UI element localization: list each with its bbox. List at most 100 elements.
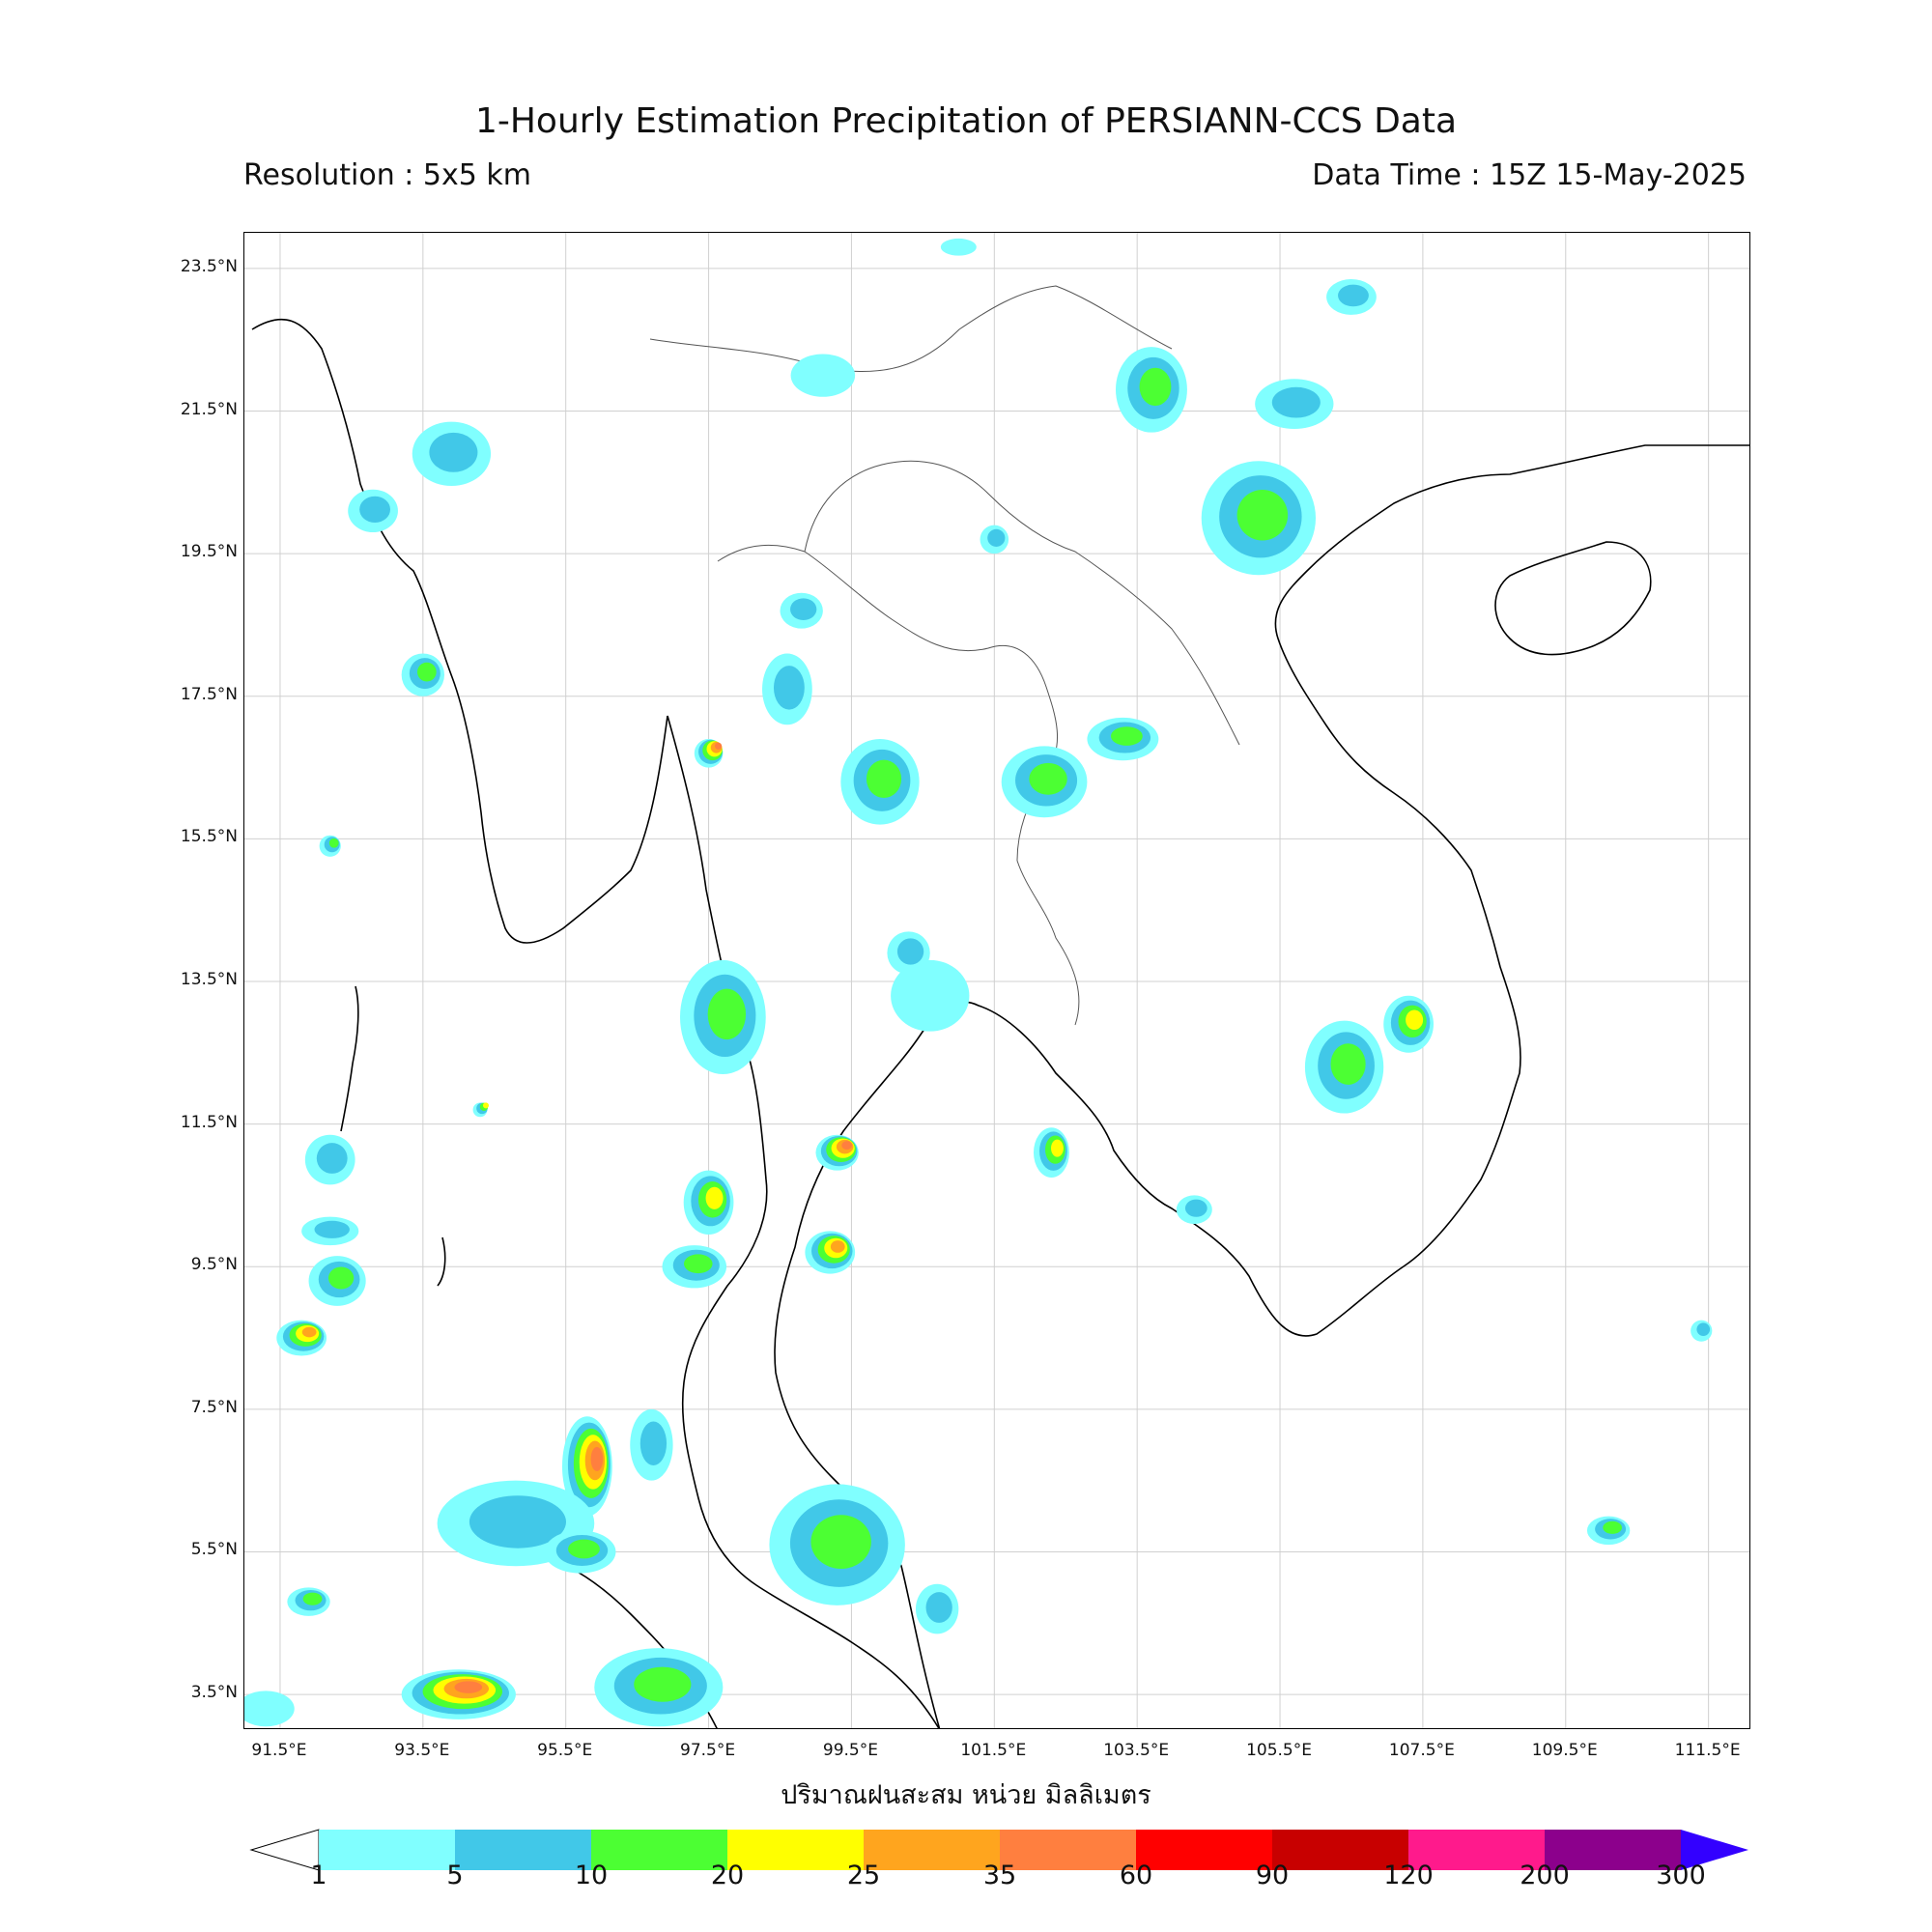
x-axis-label: ปริมาณฝนสะสม หน่วย มิลลิเมตร: [781, 1780, 1151, 1810]
lon-tick-label: 105.5°E: [1246, 1741, 1312, 1760]
rain-cell: [1330, 1043, 1366, 1085]
lat-tick-label: 9.5°N: [190, 1255, 238, 1275]
rain-cell: [314, 1220, 350, 1238]
graticule: [244, 233, 1749, 1728]
colorbar-tick-label: 20: [710, 1861, 745, 1890]
coastline-gulf-of-thailand: [774, 444, 1749, 1728]
rain-cell: [896, 938, 924, 965]
colorbar-segment: [1000, 1830, 1136, 1870]
rain-cell: [790, 598, 817, 621]
rain-cell: [639, 1421, 668, 1465]
rain-cell: [301, 1326, 317, 1338]
rain-cell: [328, 838, 339, 848]
lat-tick-label: 5.5°N: [190, 1540, 238, 1560]
coastline-myanmar-bay: [251, 318, 668, 944]
colorbar-tick-label: 300: [1656, 1861, 1706, 1890]
colorbar-segment: [1545, 1830, 1681, 1870]
rain-cell: [1603, 1520, 1622, 1534]
rain-cell: [1338, 284, 1369, 307]
lat-tick-label: 13.5°N: [180, 970, 238, 989]
lat-tick-label: 7.5°N: [190, 1397, 238, 1417]
rain-cell: [327, 1266, 355, 1290]
rain-cell: [1696, 1322, 1711, 1336]
colorbar-tick-label: 10: [574, 1861, 609, 1890]
colorbar-segment: [1408, 1830, 1545, 1870]
colorbar-tick-label: 120: [1383, 1861, 1434, 1890]
rain-cell: [244, 1690, 295, 1727]
rain-field: [244, 238, 1713, 1727]
colorbar-tick-label: 35: [982, 1861, 1017, 1890]
border-thailand: [717, 544, 1080, 1026]
rain-cell: [773, 666, 805, 710]
chart-title: 1-Hourly Estimation Precipitation of PER…: [474, 101, 1458, 141]
colorbar-segment: [727, 1830, 864, 1870]
lon-tick-label: 109.5°E: [1531, 1741, 1598, 1760]
lat-tick-label: 11.5°N: [180, 1112, 238, 1132]
colorbar: [249, 1829, 1748, 1871]
map-canvas: [244, 233, 1749, 1728]
lat-tick-label: 3.5°N: [190, 1683, 238, 1703]
colorbar-segment: [1272, 1830, 1408, 1870]
lat-tick-label: 17.5°N: [180, 684, 238, 704]
colorbar-over-arrow: [1681, 1830, 1748, 1870]
rain-cell: [469, 1495, 566, 1548]
lon-tick-label: 107.5°E: [1388, 1741, 1455, 1760]
rain-cell: [841, 1141, 853, 1151]
colorbar-tick-label: 90: [1255, 1861, 1290, 1890]
rain-cell: [987, 528, 1006, 547]
rain-cell: [683, 1254, 713, 1274]
coastline-hainan: [1494, 541, 1652, 656]
rain-cell: [1110, 726, 1143, 746]
lon-tick-label: 103.5°E: [1103, 1741, 1170, 1760]
border-china: [649, 285, 1173, 373]
resolution-label: Resolution : 5x5 km: [243, 158, 531, 192]
rain-cell: [940, 238, 977, 256]
country-borders: [649, 285, 1240, 1026]
colorbar-tick-label: 25: [846, 1861, 881, 1890]
rain-cell: [454, 1681, 483, 1693]
rain-cell: [634, 1666, 692, 1702]
rain-cell: [1051, 1139, 1064, 1157]
coastline-andaman: [340, 985, 446, 1287]
rain-cell: [1029, 762, 1067, 795]
rain-cell: [705, 1186, 724, 1209]
rain-cell: [866, 759, 902, 799]
rain-cell: [707, 988, 747, 1040]
border-laos: [804, 460, 1240, 746]
rain-cell: [359, 496, 391, 523]
rain-cell: [482, 1102, 489, 1109]
precipitation-map: [243, 232, 1750, 1729]
lon-tick-label: 99.5°E: [822, 1741, 878, 1760]
rain-cell: [790, 354, 856, 397]
colorbar-segment: [591, 1830, 727, 1870]
rain-cell: [568, 1539, 600, 1559]
colorbar-segment: [319, 1830, 455, 1870]
rain-cell: [590, 1446, 604, 1471]
rain-cell: [1139, 367, 1172, 407]
colorbar-segment: [1136, 1830, 1272, 1870]
rain-cell: [416, 662, 437, 682]
lat-tick-label: 21.5°N: [180, 399, 238, 419]
rain-cell: [316, 1143, 348, 1174]
colorbar-tick-label: 1: [310, 1861, 327, 1890]
colorbar-tick-label: 60: [1119, 1861, 1153, 1890]
colorbar-segment: [455, 1830, 591, 1870]
rain-cell: [1236, 489, 1289, 541]
rain-cell: [810, 1515, 871, 1569]
lon-tick-label: 95.5°E: [537, 1741, 593, 1760]
rain-cell: [714, 742, 723, 750]
colorbar-tick-label: 5: [446, 1861, 464, 1890]
lon-tick-label: 101.5°E: [960, 1741, 1027, 1760]
lon-tick-label: 93.5°E: [394, 1741, 450, 1760]
rain-cell: [891, 959, 970, 1032]
rain-cell: [830, 1240, 845, 1253]
rain-cell: [1271, 386, 1321, 418]
rain-cell: [925, 1592, 952, 1623]
lon-tick-label: 111.5°E: [1674, 1741, 1741, 1760]
coastline-thailand-west: [667, 715, 940, 1728]
colorbar-tick-label: 200: [1520, 1861, 1570, 1890]
rain-cell: [302, 1592, 323, 1605]
rain-cell: [429, 432, 478, 472]
data-time-label: Data Time : 15Z 15-May-2025: [1312, 158, 1747, 192]
lat-tick-label: 15.5°N: [180, 827, 238, 847]
